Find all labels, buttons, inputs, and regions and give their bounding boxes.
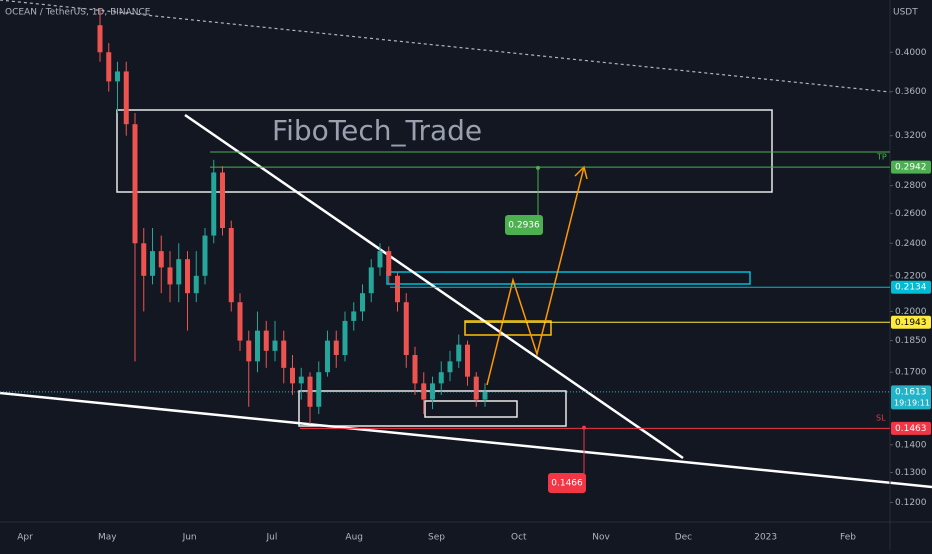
candle-body (141, 243, 147, 276)
x-tick-label: May (98, 533, 117, 543)
callout-box (548, 473, 586, 493)
zone-box (386, 271, 751, 285)
x-tick-label: Nov (592, 533, 610, 543)
candle-body (211, 172, 217, 236)
candle-body (281, 340, 287, 368)
zone-box (464, 320, 552, 336)
y-tick-label: 0.2600 (895, 209, 927, 219)
candle-body (185, 259, 190, 294)
candle-body (351, 311, 357, 321)
y-tick-label: 0.1700 (895, 368, 927, 378)
candle-body (263, 330, 269, 351)
candle-body (106, 52, 112, 82)
x-tick-label: Feb (840, 533, 856, 543)
candle-body (255, 330, 260, 362)
price-label-bg (891, 315, 931, 329)
x-tick-label: Dec (675, 533, 692, 543)
y-tick-label: 0.1400 (895, 440, 927, 450)
candle-body (290, 367, 295, 384)
candle-body (97, 25, 103, 53)
candle-body (456, 344, 462, 362)
candle-body (360, 293, 365, 312)
callout-label: 0.1466 (551, 479, 583, 489)
candle-body (132, 124, 138, 244)
axis-unit: USDT (893, 8, 918, 18)
candle-body (123, 71, 129, 125)
x-tick-label: Apr (17, 533, 33, 543)
zone-box (424, 400, 518, 418)
candle-body (325, 340, 330, 373)
candle-body (272, 340, 278, 351)
candle-body (316, 372, 322, 407)
candle-body (482, 391, 488, 400)
tp-label: TP (876, 153, 887, 162)
candle-body (246, 340, 252, 362)
price-label-bg (891, 421, 931, 435)
candle-body (158, 251, 164, 268)
candle-body (333, 340, 339, 356)
y-tick-label: 0.3200 (895, 131, 927, 141)
candle-body (150, 251, 155, 276)
candle-body (403, 302, 409, 356)
candle-body (465, 344, 470, 377)
y-tick-label: 0.4000 (895, 48, 927, 58)
y-tick-label: 0.2400 (895, 239, 927, 249)
y-tick-label: 0.2200 (895, 271, 927, 281)
countdown-label: 19:19:11 (894, 398, 930, 407)
x-tick-label: Sep (428, 533, 445, 543)
callout-point (536, 165, 540, 170)
candle-body (386, 251, 392, 276)
callout-label: 0.2936 (508, 221, 540, 231)
y-tick-label: 0.3600 (895, 87, 927, 97)
candle-body (176, 259, 182, 285)
candle-body (298, 376, 304, 384)
trend-line (0, 391, 932, 489)
price-label-bg (891, 280, 931, 294)
candle-body (237, 302, 243, 341)
candle-body (342, 320, 348, 356)
y-tick-label: 0.1200 (895, 498, 927, 508)
projection-path (486, 166, 585, 386)
trend-line (0, 0, 891, 93)
x-tick-label: Jul (265, 533, 277, 543)
candle-body (412, 355, 418, 384)
candle-body (377, 251, 383, 268)
price-label: 0.1943 (895, 318, 927, 328)
callout-point (582, 425, 586, 430)
candle-body (395, 275, 400, 303)
sl-label: SL (876, 414, 886, 423)
candle-body (220, 172, 225, 229)
y-tick-label: 0.1300 (895, 468, 927, 478)
x-tick-label: 2023 (754, 533, 777, 543)
price-label: 0.2942 (895, 163, 927, 173)
candle-body (115, 71, 120, 82)
x-tick-label: Oct (511, 533, 527, 543)
watermark: FiboTech_Trade (272, 114, 482, 147)
price-label: 0.1463 (895, 424, 927, 434)
chart-title: OCEAN / TetherUS, 1D, BINANCE (5, 8, 151, 18)
candle-body (202, 235, 208, 276)
candle-body (473, 376, 479, 400)
candle-body (447, 361, 453, 373)
price-label-bg (891, 160, 931, 174)
price-label: 0.2134 (895, 283, 927, 293)
y-tick-label: 0.1850 (895, 336, 927, 346)
candle-body (228, 228, 234, 303)
zone-box (116, 109, 773, 193)
callout-box (505, 215, 543, 235)
y-tick-label: 0.2000 (895, 307, 927, 317)
y-tick-label: 0.2800 (895, 181, 927, 191)
candle-body (368, 267, 374, 294)
candle-body (167, 267, 173, 285)
candle-body (438, 372, 444, 384)
trend-line (184, 113, 684, 460)
candle-body (193, 275, 199, 294)
price-label-bg (891, 385, 931, 410)
price-label: 0.1613 (895, 387, 927, 397)
x-tick-label: Aug (345, 533, 363, 543)
x-tick-label: Jun (182, 533, 197, 543)
